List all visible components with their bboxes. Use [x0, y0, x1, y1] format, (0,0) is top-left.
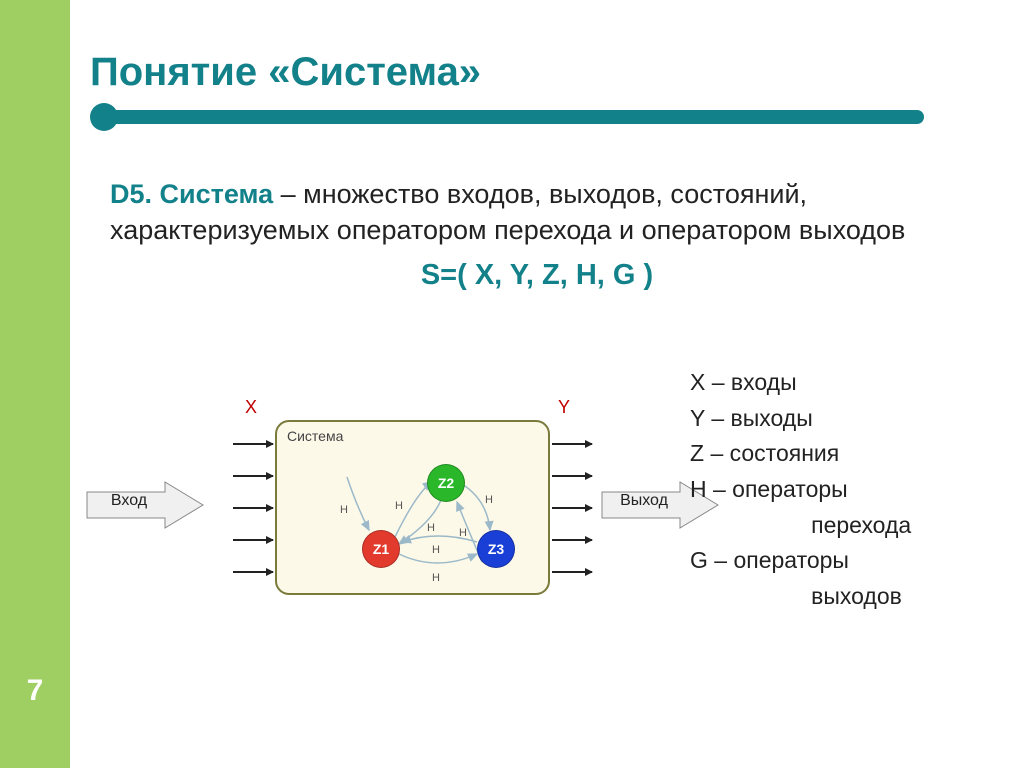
legend-line: Y – выходы [690, 401, 911, 437]
input-arrow-block: Вход [85, 480, 205, 530]
diagram-area: Вход X Система Z1Z2Z3 HHHHHHH Y Выход X … [130, 385, 900, 705]
y-label: Y [558, 397, 570, 418]
output-lines [552, 443, 592, 573]
edge-label: H [395, 500, 403, 512]
edge-label: H [459, 527, 467, 539]
io-arrow-line [233, 539, 273, 541]
page-title: Понятие «Система» [90, 50, 984, 95]
edge [347, 477, 369, 530]
definition-text: D5. Система – множество входов, выходов,… [110, 176, 984, 249]
legend-line: выходов [690, 579, 911, 615]
x-label: X [245, 397, 257, 418]
sidebar [0, 0, 70, 768]
page-number: 7 [0, 674, 70, 708]
system-box: Система Z1Z2Z3 HHHHHHH [275, 420, 550, 595]
state-node-z2: Z2 [427, 464, 465, 502]
io-arrow-line [233, 475, 273, 477]
input-arrow-label: Вход [89, 492, 169, 510]
formula: S=( X, Y, Z, H, G ) [90, 259, 984, 292]
io-arrow-line [552, 475, 592, 477]
edge-label: H [432, 544, 440, 556]
title-underline [90, 103, 984, 131]
definition-lead: D5. Система [110, 179, 273, 209]
edge-label: H [427, 522, 435, 534]
io-arrow-line [552, 507, 592, 509]
legend-line: G – операторы [690, 543, 911, 579]
state-node-z3: Z3 [477, 530, 515, 568]
state-node-z1: Z1 [362, 530, 400, 568]
underline-bar [104, 110, 924, 124]
edges-layer [277, 422, 552, 597]
io-arrow-line [552, 443, 592, 445]
io-arrow-line [233, 507, 273, 509]
legend-line: H – операторы [690, 472, 911, 508]
edge-label: H [485, 494, 493, 506]
io-arrow-line [233, 571, 273, 573]
legend-line: Z – состояния [690, 436, 911, 472]
io-arrow-line [552, 539, 592, 541]
input-lines [233, 443, 273, 573]
legend-line: X – входы [690, 365, 911, 401]
legend-line: перехода [690, 508, 911, 544]
content-area: Понятие «Система» D5. Система – множеств… [90, 50, 984, 322]
edge-label: H [432, 572, 440, 584]
output-arrow-label: Выход [604, 492, 684, 510]
legend: X – входыY – выходыZ – состоянияH – опер… [690, 365, 911, 614]
io-arrow-line [552, 571, 592, 573]
edge-label: H [340, 504, 348, 516]
io-arrow-line [233, 443, 273, 445]
